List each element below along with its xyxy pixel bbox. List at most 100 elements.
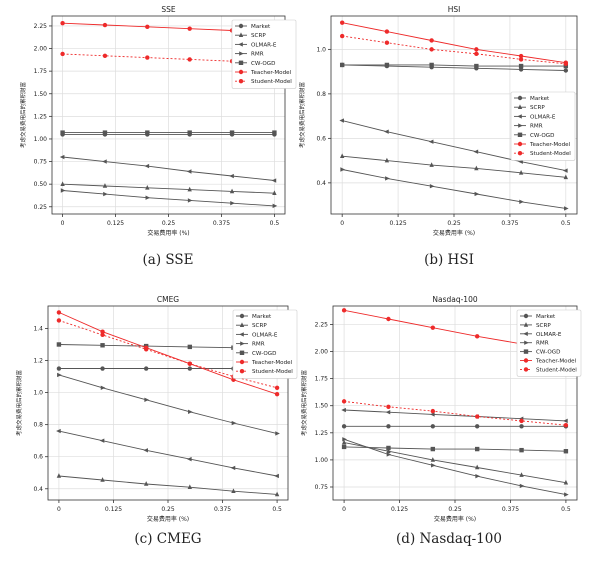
chart-panel-1: 0 0.125 0.25 0.375 0.5 0.25 0.50 0.75 1.00 1.25 1.… — [19, 5, 297, 268]
legend: Market SCRP OLMAR-E RMR CW-OGD Teacher-Model S… — [231, 19, 297, 89]
data-point — [341, 308, 347, 313]
series-rmr — [342, 437, 569, 497]
series-rmr — [57, 372, 280, 436]
series-line — [342, 120, 566, 172]
data-point — [229, 130, 235, 135]
figure-caption: (b) HSI — [424, 252, 474, 268]
series-line — [58, 374, 278, 434]
y-tick-label: 0.75 — [315, 484, 329, 491]
data-point — [563, 423, 569, 428]
data-point — [474, 414, 480, 419]
data-point — [518, 170, 524, 175]
data-point — [186, 169, 192, 174]
data-point — [474, 63, 479, 69]
x-tick-label: 0.25 — [161, 506, 175, 513]
legend-label: Student-Model — [536, 367, 577, 373]
data-point — [430, 446, 436, 452]
data-point — [100, 329, 105, 334]
legend-marker — [238, 69, 244, 75]
series-student-model — [341, 399, 569, 428]
y-tick-label: 1.25 — [315, 430, 329, 437]
y-tick-label: 1.25 — [34, 113, 48, 120]
series-scrp — [60, 181, 277, 196]
data-point — [145, 55, 150, 60]
chart-panel-3: 0 0.125 0.25 0.375 0.5 0.4 0.6 0.8 1.0 1.2 1.4 CMEG… — [15, 295, 298, 547]
data-point — [474, 47, 479, 52]
legend-marker — [523, 358, 529, 363]
data-point — [341, 439, 347, 445]
data-point — [429, 183, 435, 189]
legend: Market SCRP OLMAR-E RMR CW-OGD Teacher-Model S… — [510, 91, 576, 161]
series-line — [58, 311, 278, 395]
data-point — [386, 316, 391, 322]
series-line — [342, 35, 566, 65]
data-point — [56, 473, 62, 478]
x-axis-label: 交易费用率 (%) — [433, 229, 475, 237]
data-point — [144, 163, 150, 169]
series-line — [342, 155, 566, 178]
data-point — [474, 464, 480, 470]
legend-marker — [239, 332, 244, 337]
data-point — [474, 165, 479, 171]
data-point — [342, 437, 347, 442]
data-point — [341, 407, 346, 413]
y-axis-label: 考虑交易费用后的累积财富 — [15, 370, 23, 437]
data-point — [274, 391, 280, 397]
data-point — [143, 448, 148, 453]
y-axis-label: 考虑交易费用后的累积财富 — [298, 82, 306, 149]
x-tick-label: 0.375 — [501, 220, 518, 227]
x-tick-label: 0.5 — [561, 220, 571, 227]
y-tick-label: 0.8 — [33, 422, 43, 429]
data-point — [231, 420, 237, 426]
data-point — [60, 21, 65, 26]
legend-label: SCRP — [251, 33, 266, 39]
data-point — [187, 484, 193, 489]
data-point — [143, 347, 149, 352]
data-point — [518, 63, 524, 69]
data-point — [272, 190, 277, 196]
series-market — [341, 424, 569, 429]
data-point — [145, 184, 150, 190]
chart-title: SSE — [161, 5, 176, 14]
legend-label: RMR — [530, 124, 543, 130]
data-point — [99, 438, 105, 443]
data-point — [430, 325, 436, 330]
series-student-model — [339, 33, 569, 67]
data-point — [102, 183, 108, 188]
legend-label: Teacher-Model — [529, 142, 571, 148]
legend-marker — [239, 51, 244, 56]
y-tick-label: 1.50 — [34, 91, 48, 98]
y-tick-label: 0.8 — [316, 91, 326, 98]
data-point — [386, 448, 391, 454]
legend-label: Student-Model — [252, 369, 293, 375]
series-rmr — [60, 188, 278, 209]
data-point — [431, 463, 436, 468]
legend-label: CW-OGD — [251, 61, 275, 67]
series-rmr — [340, 167, 569, 211]
y-tick-label: 1.00 — [34, 136, 48, 143]
data-point — [563, 174, 569, 180]
data-point — [231, 488, 236, 493]
y-tick-label: 0.25 — [34, 204, 48, 211]
data-point — [272, 203, 278, 209]
data-point — [56, 366, 62, 371]
series-olmar-e — [59, 154, 277, 183]
data-point — [475, 473, 480, 479]
data-point — [563, 63, 569, 69]
x-tick-label: 0.375 — [214, 506, 231, 513]
data-point — [187, 26, 192, 31]
x-axis-label: 交易费用率 (%) — [434, 515, 476, 523]
y-tick-label: 0.6 — [316, 135, 326, 142]
legend-marker — [239, 322, 245, 327]
data-point — [474, 446, 480, 452]
data-point — [187, 366, 193, 371]
y-tick-label: 1.0 — [316, 46, 326, 53]
legend-marker — [523, 322, 529, 327]
legend-box — [516, 309, 582, 377]
legend-label: Student-Model — [251, 79, 292, 85]
data-point — [229, 173, 234, 179]
data-point — [60, 51, 65, 57]
data-point — [385, 176, 390, 181]
y-tick-label: 1.50 — [315, 403, 329, 410]
data-point — [518, 53, 524, 59]
